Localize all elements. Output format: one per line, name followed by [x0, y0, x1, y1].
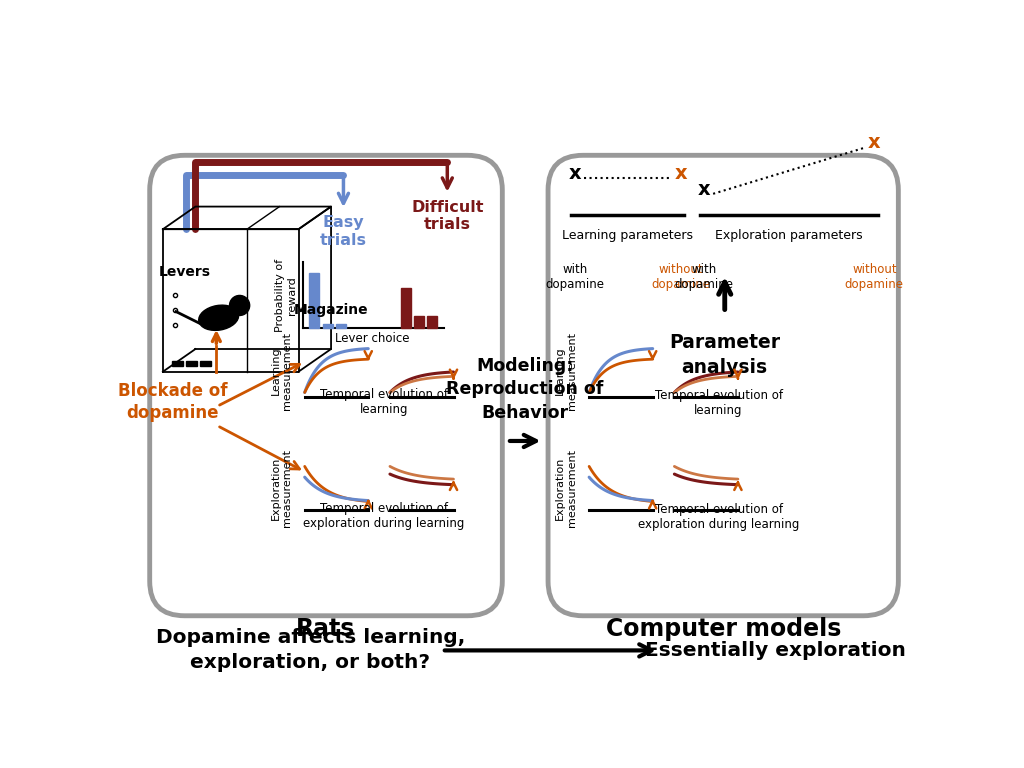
- Bar: [172, 361, 183, 366]
- Bar: [254, 297, 281, 329]
- Text: Lever choice: Lever choice: [335, 332, 410, 345]
- Text: Blockade of
dopamine: Blockade of dopamine: [118, 382, 227, 422]
- Text: Temporal evolution of
exploration during learning: Temporal evolution of exploration during…: [638, 503, 800, 531]
- Text: Parameter
analysis: Parameter analysis: [670, 333, 780, 377]
- Bar: [251, 253, 284, 295]
- Ellipse shape: [199, 305, 239, 330]
- Text: Probability of
reward: Probability of reward: [275, 259, 297, 332]
- Text: x: x: [569, 164, 582, 184]
- Text: Easy
trials: Easy trials: [319, 215, 367, 248]
- Text: Exploration
measurement: Exploration measurement: [555, 449, 577, 527]
- Text: Temporal evolution of
exploration during learning: Temporal evolution of exploration during…: [303, 502, 465, 530]
- Bar: [427, 316, 437, 328]
- Text: Magazine: Magazine: [294, 303, 369, 317]
- Text: Modeling:
Reproduction of
Behavior: Modeling: Reproduction of Behavior: [446, 357, 604, 422]
- Text: Learning
measurement: Learning measurement: [555, 332, 577, 410]
- Text: with
dopamine: with dopamine: [675, 263, 733, 291]
- Text: Exploration parameters: Exploration parameters: [715, 229, 863, 242]
- Bar: [259, 308, 275, 323]
- Text: Learning parameters: Learning parameters: [562, 229, 693, 242]
- Text: Levers: Levers: [159, 265, 211, 279]
- Text: x: x: [697, 180, 710, 199]
- FancyBboxPatch shape: [548, 155, 898, 616]
- Text: Temporal evolution of
learning: Temporal evolution of learning: [319, 389, 447, 416]
- Text: Computer models: Computer models: [605, 617, 841, 641]
- Bar: [186, 361, 197, 366]
- Bar: [414, 316, 424, 328]
- Bar: [336, 324, 346, 328]
- Text: Essentially exploration: Essentially exploration: [645, 641, 905, 660]
- Text: Temporal evolution of
learning: Temporal evolution of learning: [654, 389, 782, 417]
- Bar: [400, 288, 411, 328]
- Text: Exploration
measurement: Exploration measurement: [270, 449, 292, 527]
- Text: Dopamine affects learning,
exploration, or both?: Dopamine affects learning, exploration, …: [156, 628, 465, 673]
- Text: without
dopamine: without dopamine: [845, 263, 904, 291]
- Bar: [323, 324, 333, 328]
- Text: Difficult
trials: Difficult trials: [411, 200, 483, 233]
- Text: Rats: Rats: [296, 617, 355, 641]
- FancyBboxPatch shape: [150, 155, 503, 616]
- Circle shape: [229, 296, 250, 316]
- Text: with
dopamine: with dopamine: [546, 263, 605, 291]
- Text: x: x: [868, 134, 881, 153]
- Bar: [309, 273, 319, 328]
- Text: without
dopamine: without dopamine: [651, 263, 710, 291]
- Bar: [200, 361, 211, 366]
- Text: Learning
measurement: Learning measurement: [270, 332, 292, 410]
- Text: x: x: [674, 164, 687, 184]
